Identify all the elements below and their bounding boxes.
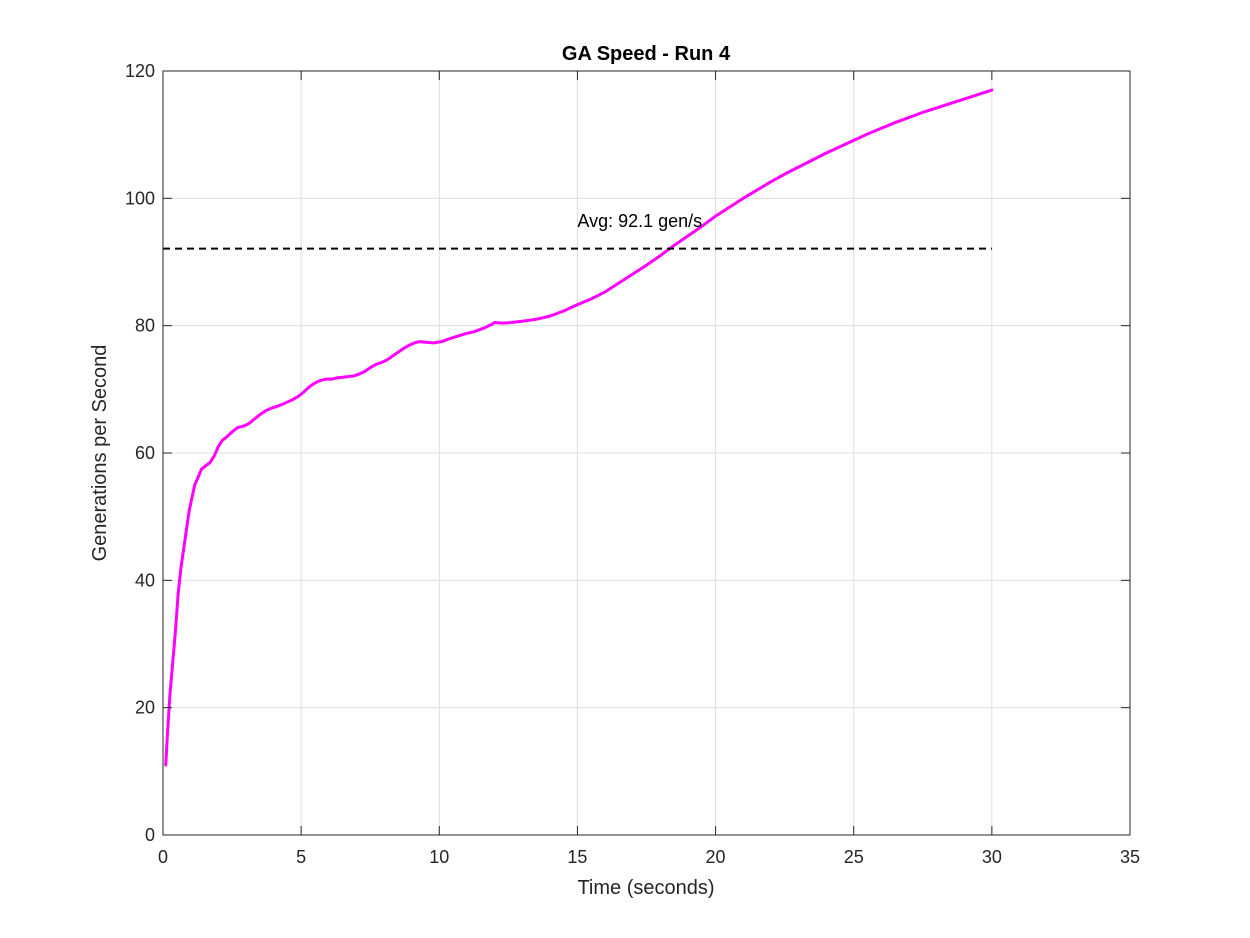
y-tick-label: 120	[125, 61, 155, 81]
x-axis-label: Time (seconds)	[577, 877, 714, 899]
x-tick-label: 35	[1120, 847, 1140, 867]
y-axis-label: Generations per Second	[89, 345, 111, 562]
grid	[163, 71, 1130, 835]
y-tick-label: 40	[135, 570, 155, 590]
y-tick-label: 0	[145, 825, 155, 845]
y-tick-label: 100	[125, 188, 155, 208]
x-tick-label: 15	[567, 847, 587, 867]
x-tick-label: 5	[296, 847, 306, 867]
ticks	[162, 70, 1131, 836]
series-layer	[163, 88, 994, 767]
average-annotation: Avg: 92.1 gen/s	[577, 211, 702, 231]
chart-title: GA Speed - Run 4	[562, 43, 731, 65]
x-tick-label: 0	[158, 847, 168, 867]
speed-series-line	[164, 88, 994, 767]
labels: 0 5 10 15 20 25 30 35 0 20 40 60 80 100 120 Avg: 92.1 g…	[125, 61, 1140, 867]
y-tick-label: 80	[135, 316, 155, 336]
y-tick-label: 60	[135, 443, 155, 463]
x-tick-label: 20	[706, 847, 726, 867]
x-tick-label: 25	[844, 847, 864, 867]
x-tick-label: 30	[982, 847, 1002, 867]
y-tick-label: 20	[135, 698, 155, 718]
x-tick-label: 10	[429, 847, 449, 867]
